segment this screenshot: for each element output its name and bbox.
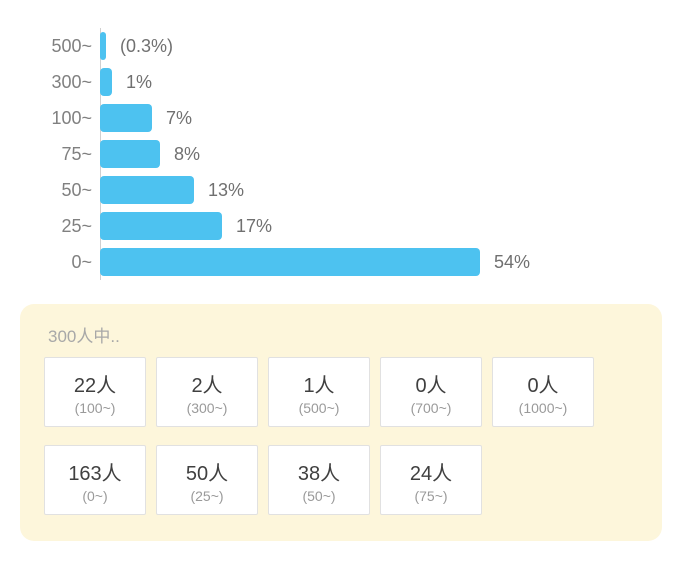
card-range: (700~) — [411, 400, 452, 416]
bar-value-label: 54% — [494, 252, 530, 273]
breakdown-card: 0人 (1000~) — [492, 357, 594, 427]
chart-row: 25~17% — [100, 208, 662, 244]
y-axis-label: 300~ — [20, 72, 92, 93]
bar — [100, 68, 112, 96]
chart-row: 75~8% — [100, 136, 662, 172]
breakdown-card: 38人 (50~) — [268, 445, 370, 515]
bar-value-label: (0.3%) — [120, 36, 173, 57]
y-axis-label: 500~ — [20, 36, 92, 57]
chart-row: 50~13% — [100, 172, 662, 208]
y-axis-label: 75~ — [20, 144, 92, 165]
y-axis-label: 0~ — [20, 252, 92, 273]
breakdown-card: 22人 (100~) — [44, 357, 146, 427]
card-value: 0人 — [527, 369, 558, 398]
breakdown-card: 2人 (300~) — [156, 357, 258, 427]
cards-row: 22人 (100~) 2人 (300~) 1人 (500~) 0人 (700~) 0人 (1000… — [44, 357, 638, 427]
card-range: (0~) — [82, 488, 107, 504]
card-value: 1人 — [303, 369, 334, 398]
y-axis-label: 25~ — [20, 216, 92, 237]
breakdown-card: 24人 (75~) — [380, 445, 482, 515]
card-range: (75~) — [414, 488, 447, 504]
card-range: (100~) — [75, 400, 116, 416]
card-value: 2人 — [191, 369, 222, 398]
breakdown-card: 163人 (0~) — [44, 445, 146, 515]
breakdown-card: 0人 (700~) — [380, 357, 482, 427]
chart-row: 0~54% — [100, 244, 662, 280]
panel-title: 300人中.. — [48, 322, 638, 347]
breakdown-panel: 300人中.. 22人 (100~) 2人 (300~) 1人 (500~) 0人 (700~… — [20, 304, 662, 541]
card-value: 38人 — [298, 457, 340, 486]
bar-value-label: 17% — [236, 216, 272, 237]
card-range: (25~) — [190, 488, 223, 504]
bar — [100, 104, 152, 132]
card-value: 24人 — [410, 457, 452, 486]
card-range: (500~) — [299, 400, 340, 416]
breakdown-card: 1人 (500~) — [268, 357, 370, 427]
card-value: 163人 — [68, 457, 121, 486]
bar-value-label: 13% — [208, 180, 244, 201]
y-axis-label: 100~ — [20, 108, 92, 129]
chart-row: 500~(0.3%) — [100, 28, 662, 64]
bar — [100, 140, 160, 168]
chart-row: 100~7% — [100, 100, 662, 136]
card-range: (50~) — [302, 488, 335, 504]
bar-value-label: 7% — [166, 108, 192, 129]
breakdown-card: 50人 (25~) — [156, 445, 258, 515]
card-value: 50人 — [186, 457, 228, 486]
bar — [100, 212, 222, 240]
cards-row: 163人 (0~) 50人 (25~) 38人 (50~) 24人 (75~) — [44, 445, 638, 515]
distribution-chart: 500~(0.3%)300~1%100~7%75~8%50~13%25~17%0… — [20, 28, 662, 280]
card-range: (300~) — [187, 400, 228, 416]
chart-row: 300~1% — [100, 64, 662, 100]
bar-value-label: 1% — [126, 72, 152, 93]
bar — [100, 248, 480, 276]
y-axis-label: 50~ — [20, 180, 92, 201]
card-value: 0人 — [415, 369, 446, 398]
card-range: (1000~) — [519, 400, 568, 416]
bar-value-label: 8% — [174, 144, 200, 165]
bar — [100, 176, 194, 204]
card-value: 22人 — [74, 369, 116, 398]
bar — [100, 32, 106, 60]
